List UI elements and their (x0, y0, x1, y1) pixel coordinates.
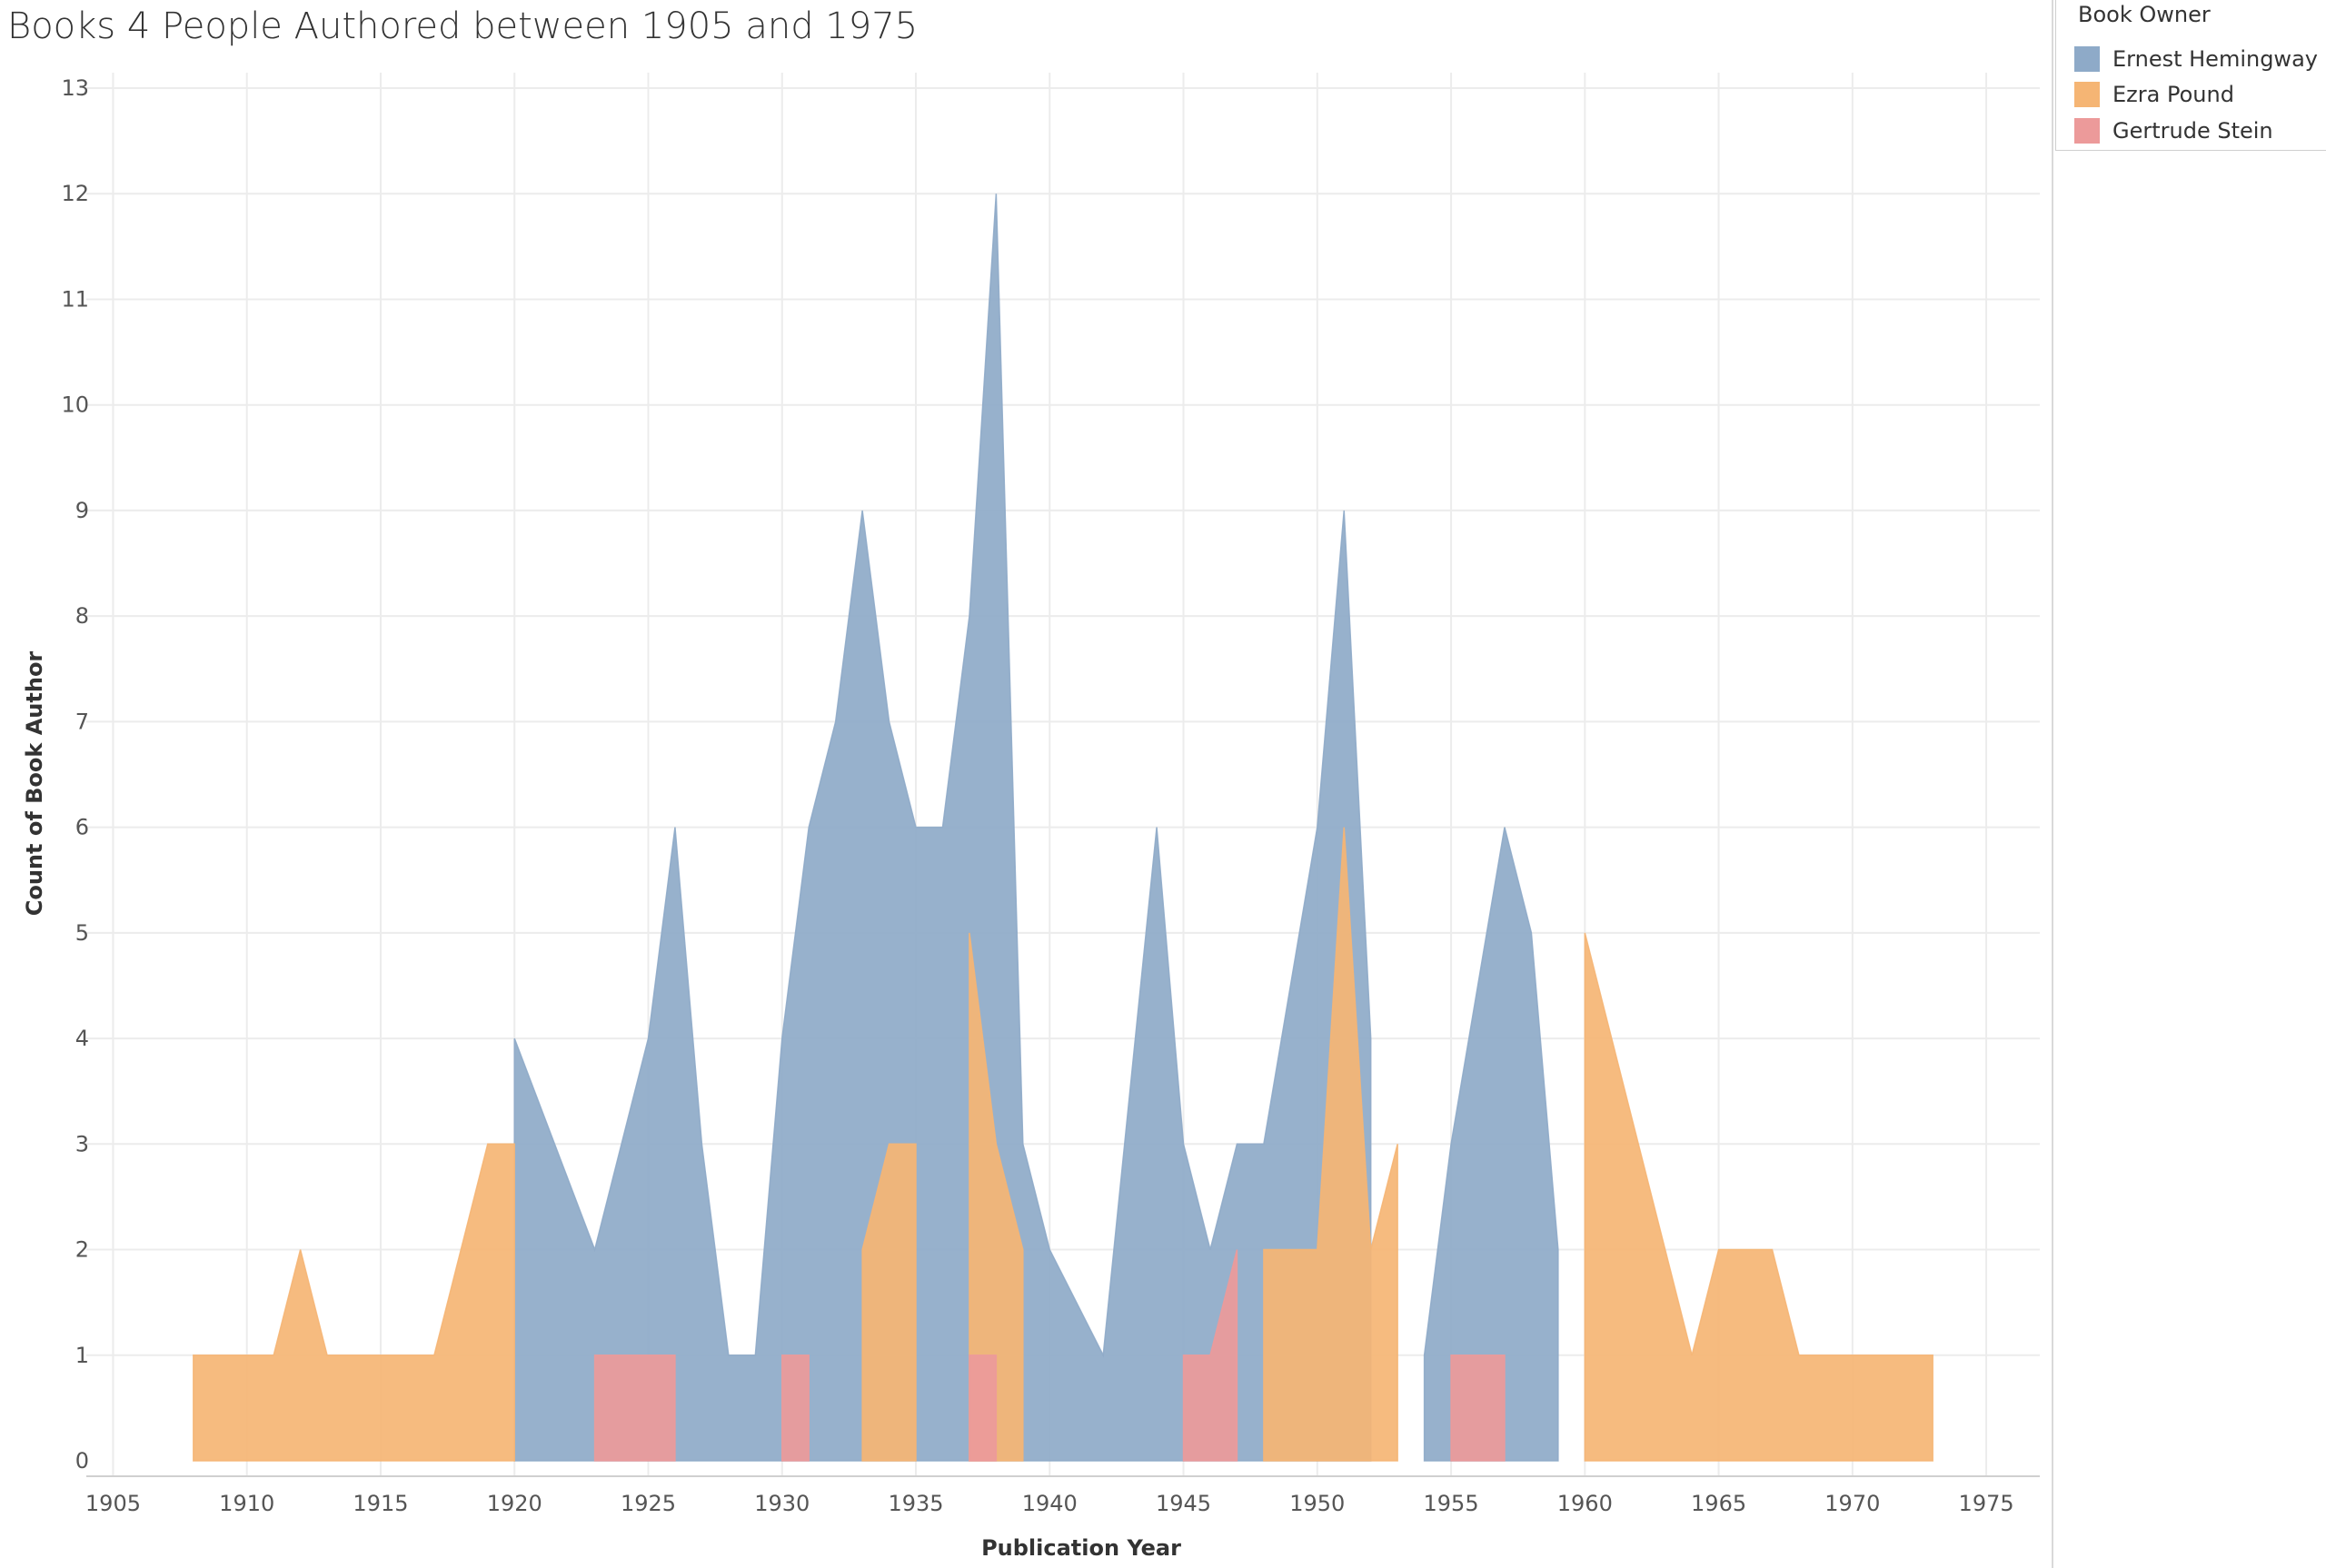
x-tick-label: 1910 (219, 1491, 274, 1516)
y-tick-label: 12 (61, 181, 89, 206)
y-tick-label: 7 (75, 709, 89, 734)
y-tick-label: 10 (61, 392, 89, 418)
legend-item-ernest-hemingway[interactable]: Ernest Hemingway (2074, 45, 2318, 73)
y-tick-label: 6 (75, 815, 89, 840)
area-ezra-pound-segment[interactable] (193, 1143, 515, 1462)
legend-swatch (2074, 82, 2100, 107)
area-gertrude-stein-segment[interactable] (781, 1355, 810, 1462)
x-tick-label: 1945 (1156, 1491, 1211, 1516)
area-ezra-pound-segment[interactable] (1263, 827, 1398, 1462)
area-gertrude-stein-segment[interactable] (593, 1355, 676, 1462)
x-tick-label: 1925 (621, 1491, 676, 1516)
y-tick-label: 5 (75, 920, 89, 946)
legend-label: Ezra Pound (2112, 82, 2234, 107)
legend-item-gertrude-stein[interactable]: Gertrude Stein (2074, 117, 2273, 144)
area-gertrude-stein-segment[interactable] (1182, 1249, 1238, 1462)
area-ezra-pound-segment[interactable] (1584, 932, 1933, 1462)
x-tick-label: 1950 (1289, 1491, 1345, 1516)
legend-label: Gertrude Stein (2112, 118, 2273, 144)
legend: Book Owner Ernest Hemingway Ezra Pound G… (2055, 0, 2326, 151)
legend-swatch (2074, 46, 2100, 72)
area-ezra-pound-segment[interactable] (861, 1143, 917, 1462)
legend-swatch (2074, 118, 2100, 144)
area-ernest-hemingway-segment[interactable] (1423, 827, 1559, 1462)
x-tick-label: 1970 (1824, 1491, 1880, 1516)
x-tick-label: 1905 (85, 1491, 141, 1516)
area-ezra-pound-segment[interactable] (969, 932, 1024, 1462)
x-tick-label: 1915 (353, 1491, 408, 1516)
area-series (193, 194, 1933, 1462)
y-tick-label: 2 (75, 1237, 89, 1263)
x-tick-label: 1975 (1959, 1491, 2014, 1516)
y-tick-label: 13 (61, 75, 89, 101)
legend-item-ezra-pound[interactable]: Ezra Pound (2074, 81, 2234, 108)
axes: 1905 1910 1915 1920 1925 1930 1935 1940 1945 1950… (61, 75, 2040, 1516)
legend-title: Book Owner (2078, 2, 2211, 27)
x-tick-label: 1955 (1424, 1491, 1479, 1516)
x-axis-title: Publication Year (981, 1535, 1181, 1561)
area-ernest-hemingway-segment[interactable] (513, 194, 1372, 1462)
y-tick-label: 0 (75, 1448, 89, 1474)
y-tick-label: 9 (75, 498, 89, 523)
x-tick-label: 1965 (1691, 1491, 1746, 1516)
area-gertrude-stein-segment[interactable] (969, 1355, 998, 1462)
x-tick-label: 1920 (487, 1491, 542, 1516)
panel-divider (2052, 0, 2053, 1568)
y-tick-label: 1 (75, 1343, 89, 1368)
x-tick-label: 1930 (754, 1491, 810, 1516)
chart-title: Books 4 People Authored between 1905 and… (7, 5, 919, 47)
x-tick-label: 1935 (888, 1491, 943, 1516)
x-tick-label: 1940 (1022, 1491, 1078, 1516)
area-gertrude-stein-segment[interactable] (1450, 1355, 1506, 1462)
x-tick-label: 1960 (1557, 1491, 1613, 1516)
y-tick-label: 3 (75, 1131, 89, 1156)
y-tick-label: 4 (75, 1026, 89, 1051)
y-tick-label: 11 (61, 286, 89, 312)
y-tick-label: 8 (75, 603, 89, 629)
y-axis-title: Count of Book Author (22, 651, 47, 917)
legend-label: Ernest Hemingway (2112, 46, 2318, 72)
